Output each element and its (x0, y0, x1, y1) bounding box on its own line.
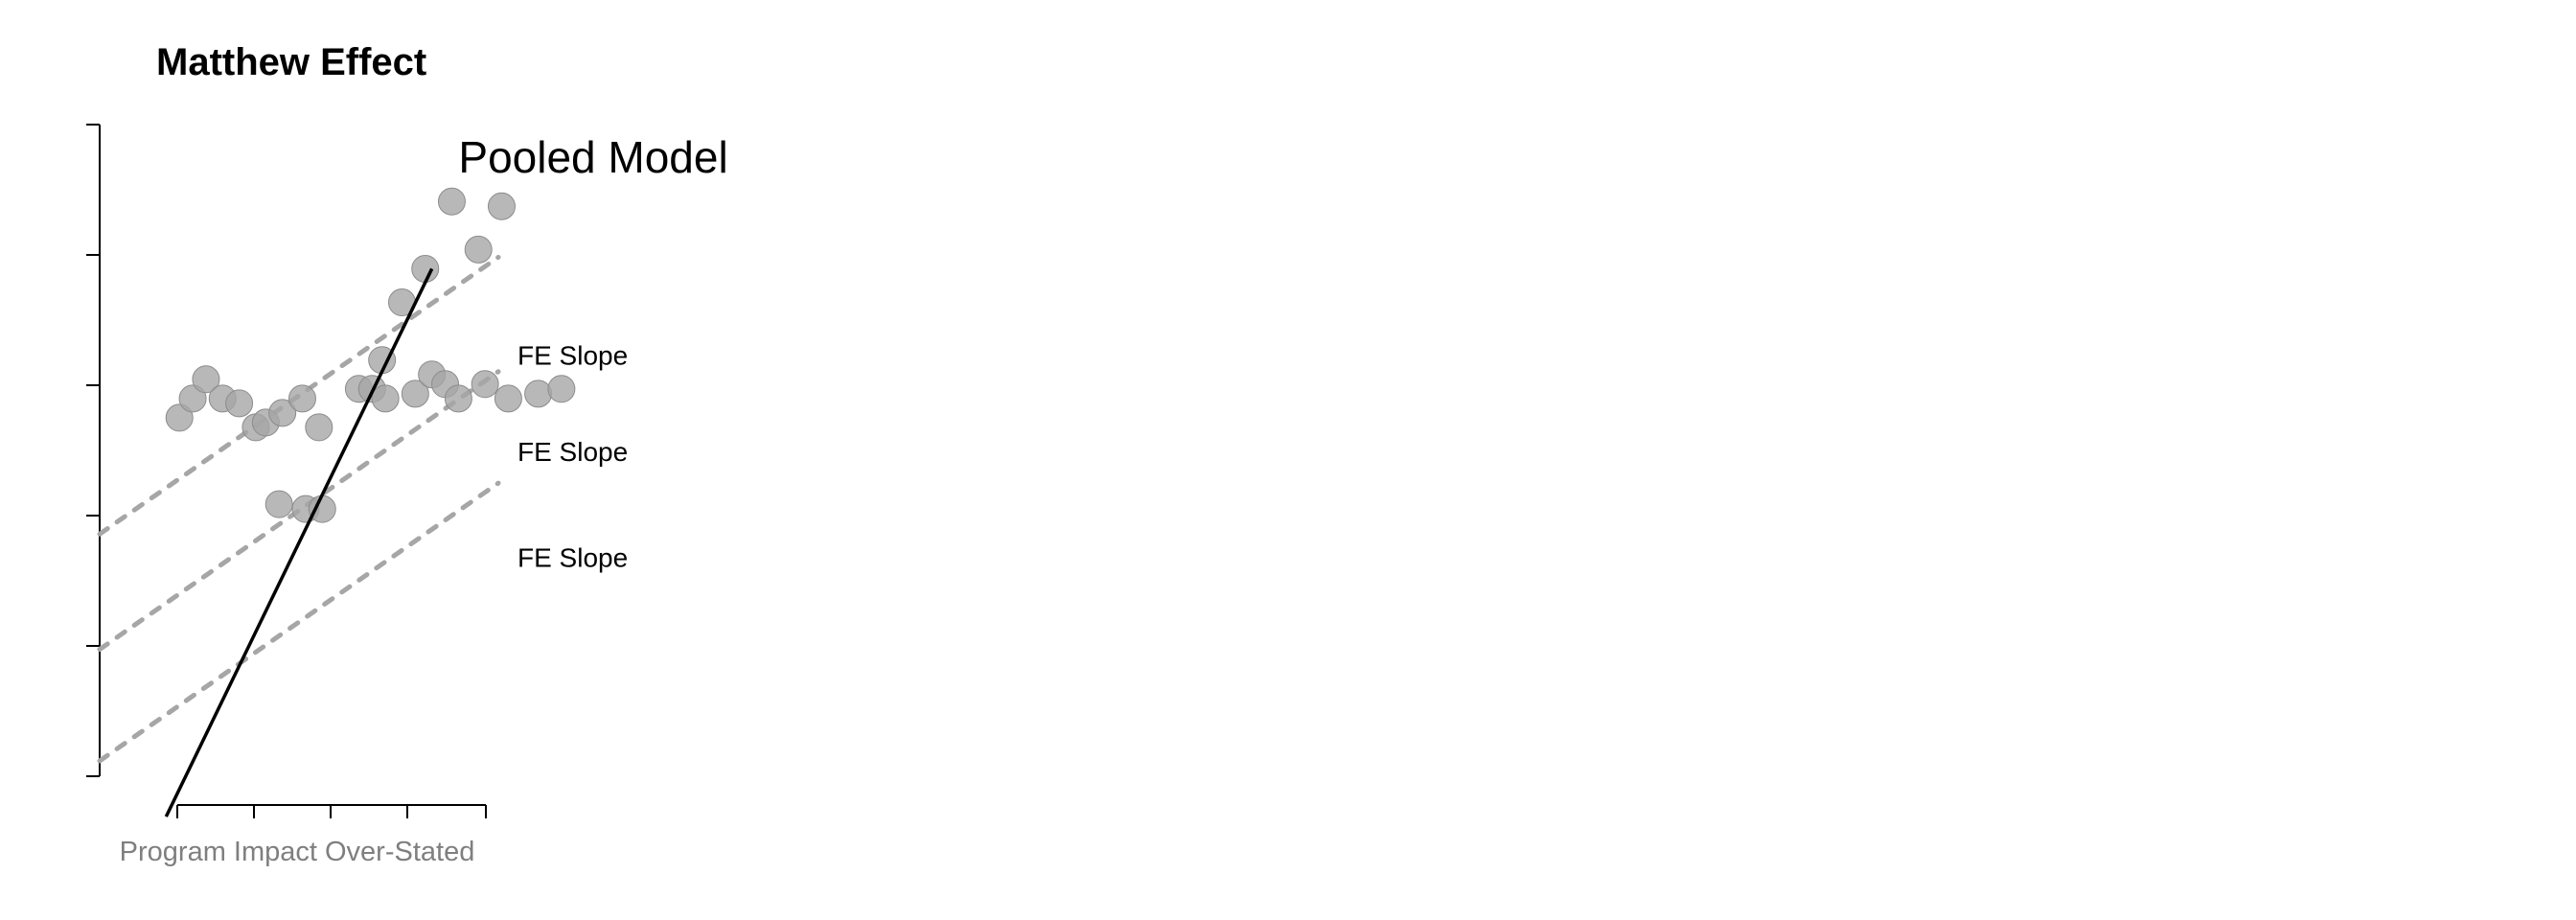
data-point (178, 384, 207, 413)
panel-matthew: Matthew Effect Program Impact Over-Stated… (86, 41, 728, 867)
data-point (471, 370, 499, 399)
data-point (437, 187, 466, 216)
fe-slope-label: FE Slope (518, 542, 628, 572)
data-point (192, 365, 220, 394)
data-point (371, 384, 400, 413)
data-point (305, 413, 334, 442)
data-point (165, 403, 194, 432)
data-point (411, 254, 440, 283)
data-point (268, 399, 297, 427)
data-point (264, 490, 293, 518)
fe-slope-label: FE Slope (518, 437, 628, 467)
panel-title: Matthew Effect (156, 41, 426, 83)
data-point (547, 375, 576, 403)
data-point (288, 384, 316, 413)
data-point (225, 389, 254, 418)
data-point (444, 384, 472, 413)
x-axis-label: Program Impact Over-Stated (120, 837, 475, 867)
data-point (524, 380, 553, 408)
fe-slope-line (97, 480, 501, 764)
data-point (487, 192, 516, 220)
data-point (401, 380, 429, 408)
fe-slope-label: FE Slope (518, 341, 628, 371)
pooled-model-line (164, 267, 434, 817)
pooled-model-label: Pooled Model (458, 132, 727, 182)
data-point (464, 235, 493, 264)
data-point (308, 494, 336, 523)
data-point (494, 384, 522, 413)
